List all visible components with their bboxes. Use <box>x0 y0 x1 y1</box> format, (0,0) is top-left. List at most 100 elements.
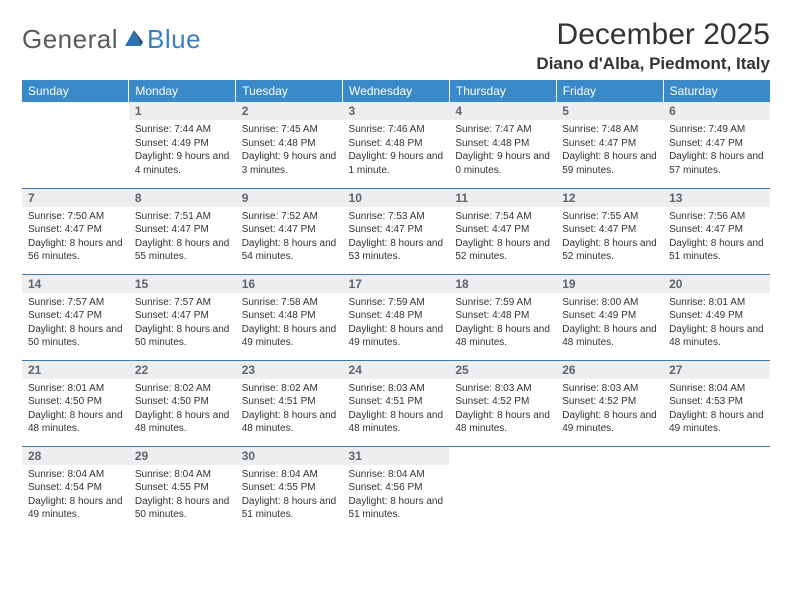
calendar-day-cell: 5Sunrise: 7:48 AMSunset: 4:47 PMDaylight… <box>556 102 663 188</box>
day-number: 14 <box>22 275 129 293</box>
calendar-day-cell: 27Sunrise: 8:04 AMSunset: 4:53 PMDayligh… <box>663 360 770 446</box>
day-number: 26 <box>556 361 663 379</box>
day-content: Sunrise: 8:04 AMSunset: 4:54 PMDaylight:… <box>22 465 129 526</box>
day-number: 27 <box>663 361 770 379</box>
calendar-day-cell: 2Sunrise: 7:45 AMSunset: 4:48 PMDaylight… <box>236 102 343 188</box>
day-number: 19 <box>556 275 663 293</box>
day-content: Sunrise: 8:01 AMSunset: 4:49 PMDaylight:… <box>663 293 770 354</box>
day-number: 16 <box>236 275 343 293</box>
day-content: Sunrise: 8:02 AMSunset: 4:51 PMDaylight:… <box>236 379 343 440</box>
calendar-week-row: 28Sunrise: 8:04 AMSunset: 4:54 PMDayligh… <box>22 446 770 532</box>
day-content: Sunrise: 8:04 AMSunset: 4:56 PMDaylight:… <box>343 465 450 526</box>
weekday-header: Saturday <box>663 80 770 102</box>
calendar-day-cell: 13Sunrise: 7:56 AMSunset: 4:47 PMDayligh… <box>663 188 770 274</box>
day-content: Sunrise: 8:04 AMSunset: 4:55 PMDaylight:… <box>236 465 343 526</box>
calendar-body: 1Sunrise: 7:44 AMSunset: 4:49 PMDaylight… <box>22 102 770 532</box>
calendar-day-cell: 8Sunrise: 7:51 AMSunset: 4:47 PMDaylight… <box>129 188 236 274</box>
day-number: 15 <box>129 275 236 293</box>
day-content: Sunrise: 7:50 AMSunset: 4:47 PMDaylight:… <box>22 207 129 268</box>
day-content: Sunrise: 7:57 AMSunset: 4:47 PMDaylight:… <box>129 293 236 354</box>
day-content: Sunrise: 7:55 AMSunset: 4:47 PMDaylight:… <box>556 207 663 268</box>
day-number: 1 <box>129 102 236 120</box>
day-content: Sunrise: 8:04 AMSunset: 4:55 PMDaylight:… <box>129 465 236 526</box>
calendar-day-cell <box>22 102 129 188</box>
calendar-day-cell: 26Sunrise: 8:03 AMSunset: 4:52 PMDayligh… <box>556 360 663 446</box>
day-number: 10 <box>343 189 450 207</box>
day-content: Sunrise: 7:47 AMSunset: 4:48 PMDaylight:… <box>449 120 556 181</box>
calendar-day-cell: 23Sunrise: 8:02 AMSunset: 4:51 PMDayligh… <box>236 360 343 446</box>
month-title: December 2025 <box>536 18 770 52</box>
calendar-day-cell: 7Sunrise: 7:50 AMSunset: 4:47 PMDaylight… <box>22 188 129 274</box>
calendar-week-row: 21Sunrise: 8:01 AMSunset: 4:50 PMDayligh… <box>22 360 770 446</box>
calendar-day-cell: 14Sunrise: 7:57 AMSunset: 4:47 PMDayligh… <box>22 274 129 360</box>
day-number: 17 <box>343 275 450 293</box>
day-number: 25 <box>449 361 556 379</box>
logo-text-general: General <box>22 24 118 55</box>
day-number: 3 <box>343 102 450 120</box>
calendar-day-cell: 15Sunrise: 7:57 AMSunset: 4:47 PMDayligh… <box>129 274 236 360</box>
calendar-day-cell: 12Sunrise: 7:55 AMSunset: 4:47 PMDayligh… <box>556 188 663 274</box>
day-number: 31 <box>343 447 450 465</box>
day-content: Sunrise: 8:03 AMSunset: 4:52 PMDaylight:… <box>449 379 556 440</box>
day-number: 9 <box>236 189 343 207</box>
location: Diano d'Alba, Piedmont, Italy <box>536 54 770 74</box>
calendar-day-cell: 22Sunrise: 8:02 AMSunset: 4:50 PMDayligh… <box>129 360 236 446</box>
calendar-day-cell: 29Sunrise: 8:04 AMSunset: 4:55 PMDayligh… <box>129 446 236 532</box>
day-content: Sunrise: 8:04 AMSunset: 4:53 PMDaylight:… <box>663 379 770 440</box>
calendar-day-cell: 20Sunrise: 8:01 AMSunset: 4:49 PMDayligh… <box>663 274 770 360</box>
day-content: Sunrise: 8:03 AMSunset: 4:51 PMDaylight:… <box>343 379 450 440</box>
day-content: Sunrise: 7:59 AMSunset: 4:48 PMDaylight:… <box>449 293 556 354</box>
day-number: 7 <box>22 189 129 207</box>
day-number: 4 <box>449 102 556 120</box>
day-content: Sunrise: 7:49 AMSunset: 4:47 PMDaylight:… <box>663 120 770 181</box>
day-number: 8 <box>129 189 236 207</box>
day-number: 22 <box>129 361 236 379</box>
day-number: 23 <box>236 361 343 379</box>
calendar-table: SundayMondayTuesdayWednesdayThursdayFrid… <box>22 80 770 532</box>
day-number: 5 <box>556 102 663 120</box>
calendar-day-cell: 24Sunrise: 8:03 AMSunset: 4:51 PMDayligh… <box>343 360 450 446</box>
day-content: Sunrise: 7:52 AMSunset: 4:47 PMDaylight:… <box>236 207 343 268</box>
day-number: 29 <box>129 447 236 465</box>
day-content: Sunrise: 8:00 AMSunset: 4:49 PMDaylight:… <box>556 293 663 354</box>
day-number: 21 <box>22 361 129 379</box>
day-content: Sunrise: 8:02 AMSunset: 4:50 PMDaylight:… <box>129 379 236 440</box>
logo-sail-icon <box>123 28 145 53</box>
calendar-header-row: SundayMondayTuesdayWednesdayThursdayFrid… <box>22 80 770 102</box>
weekday-header: Wednesday <box>343 80 450 102</box>
calendar-day-cell: 3Sunrise: 7:46 AMSunset: 4:48 PMDaylight… <box>343 102 450 188</box>
calendar-day-cell: 10Sunrise: 7:53 AMSunset: 4:47 PMDayligh… <box>343 188 450 274</box>
calendar-day-cell <box>449 446 556 532</box>
logo: General Blue <box>22 24 201 55</box>
calendar-day-cell: 4Sunrise: 7:47 AMSunset: 4:48 PMDaylight… <box>449 102 556 188</box>
calendar-day-cell: 30Sunrise: 8:04 AMSunset: 4:55 PMDayligh… <box>236 446 343 532</box>
calendar-day-cell: 25Sunrise: 8:03 AMSunset: 4:52 PMDayligh… <box>449 360 556 446</box>
weekday-header: Monday <box>129 80 236 102</box>
weekday-header: Friday <box>556 80 663 102</box>
day-number: 6 <box>663 102 770 120</box>
day-number: 11 <box>449 189 556 207</box>
calendar-day-cell: 28Sunrise: 8:04 AMSunset: 4:54 PMDayligh… <box>22 446 129 532</box>
day-content: Sunrise: 7:53 AMSunset: 4:47 PMDaylight:… <box>343 207 450 268</box>
day-content: Sunrise: 7:56 AMSunset: 4:47 PMDaylight:… <box>663 207 770 268</box>
calendar-day-cell <box>663 446 770 532</box>
day-number: 12 <box>556 189 663 207</box>
day-number: 30 <box>236 447 343 465</box>
day-content: Sunrise: 8:03 AMSunset: 4:52 PMDaylight:… <box>556 379 663 440</box>
day-content: Sunrise: 7:59 AMSunset: 4:48 PMDaylight:… <box>343 293 450 354</box>
calendar-day-cell: 1Sunrise: 7:44 AMSunset: 4:49 PMDaylight… <box>129 102 236 188</box>
day-number: 20 <box>663 275 770 293</box>
day-content: Sunrise: 7:44 AMSunset: 4:49 PMDaylight:… <box>129 120 236 181</box>
calendar-day-cell: 19Sunrise: 8:00 AMSunset: 4:49 PMDayligh… <box>556 274 663 360</box>
calendar-day-cell: 21Sunrise: 8:01 AMSunset: 4:50 PMDayligh… <box>22 360 129 446</box>
day-number: 28 <box>22 447 129 465</box>
day-content: Sunrise: 7:54 AMSunset: 4:47 PMDaylight:… <box>449 207 556 268</box>
weekday-header: Sunday <box>22 80 129 102</box>
day-content: Sunrise: 7:48 AMSunset: 4:47 PMDaylight:… <box>556 120 663 181</box>
logo-text-blue: Blue <box>147 24 201 55</box>
calendar-day-cell: 18Sunrise: 7:59 AMSunset: 4:48 PMDayligh… <box>449 274 556 360</box>
calendar-day-cell: 9Sunrise: 7:52 AMSunset: 4:47 PMDaylight… <box>236 188 343 274</box>
day-content: Sunrise: 7:46 AMSunset: 4:48 PMDaylight:… <box>343 120 450 181</box>
calendar-day-cell: 31Sunrise: 8:04 AMSunset: 4:56 PMDayligh… <box>343 446 450 532</box>
weekday-header: Thursday <box>449 80 556 102</box>
